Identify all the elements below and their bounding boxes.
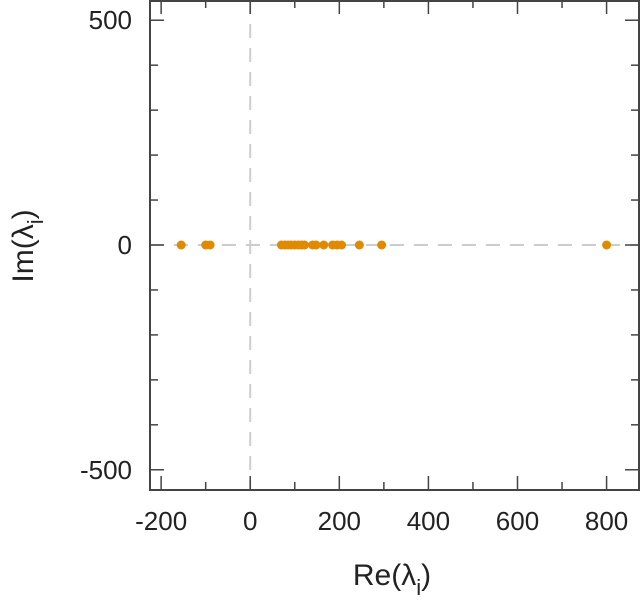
reference-lines bbox=[150, 0, 640, 490]
y-tick-label: 500 bbox=[89, 5, 132, 35]
x-tick-label: 200 bbox=[318, 506, 361, 536]
y-tick-label: -500 bbox=[80, 455, 132, 485]
x-tick-label: 800 bbox=[585, 506, 628, 536]
y-tick-labels: -500 0 500 bbox=[80, 5, 132, 485]
x-tick-labels: -200 0 200 400 600 800 bbox=[135, 506, 628, 536]
x-tick-label: 400 bbox=[407, 506, 450, 536]
y-axis-label: Im(λi) bbox=[7, 209, 48, 282]
data-point bbox=[311, 240, 321, 250]
data-points bbox=[176, 240, 612, 250]
x-axis-label: Re(λi) bbox=[353, 559, 431, 600]
data-point bbox=[377, 240, 387, 250]
data-point bbox=[602, 240, 612, 250]
data-point bbox=[205, 240, 215, 250]
y-tick-label: 0 bbox=[118, 230, 132, 260]
x-tick-label: 0 bbox=[243, 506, 257, 536]
data-point bbox=[300, 240, 310, 250]
data-point bbox=[176, 240, 186, 250]
axis-ticks bbox=[150, 0, 639, 490]
data-point bbox=[337, 240, 347, 250]
data-point bbox=[354, 240, 364, 250]
data-point bbox=[319, 240, 329, 250]
x-tick-label: 600 bbox=[496, 506, 539, 536]
x-tick-label: -200 bbox=[135, 506, 187, 536]
